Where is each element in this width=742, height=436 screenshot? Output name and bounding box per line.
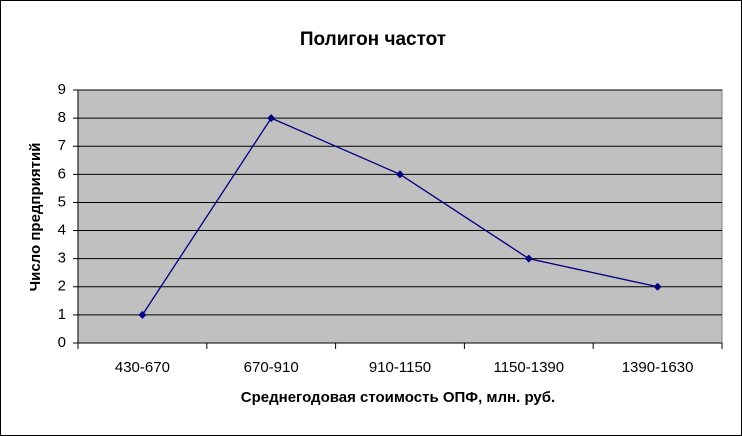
y-tick-label: 1 xyxy=(58,306,66,323)
y-tick-label: 2 xyxy=(58,278,66,295)
x-tick-label: 670-910 xyxy=(244,359,299,376)
y-tick-label: 6 xyxy=(58,165,66,182)
x-tick-label: 430-670 xyxy=(115,359,170,376)
y-tick-label: 7 xyxy=(58,137,66,154)
chart-title: Полигон частот xyxy=(300,29,446,50)
y-tick-label: 4 xyxy=(58,222,66,239)
x-axis-title: Среднегодовая стоимость ОПФ, млн. руб. xyxy=(241,389,555,406)
x-tick-label: 1150-1390 xyxy=(493,359,564,376)
plot-area xyxy=(77,89,723,344)
data-marker xyxy=(138,310,147,319)
y-tick-label: 0 xyxy=(58,334,66,351)
x-tick-label: 1390-1630 xyxy=(622,359,694,376)
y-tick-label: 3 xyxy=(58,250,66,267)
y-tick-label: 9 xyxy=(58,81,66,98)
data-marker xyxy=(524,254,533,263)
y-axis-title: Число предприятий xyxy=(27,143,44,292)
y-tick-label: 5 xyxy=(58,193,66,210)
x-tick-label: 910-1150 xyxy=(369,359,431,376)
data-marker xyxy=(267,114,276,123)
data-marker xyxy=(396,170,404,179)
data-marker xyxy=(653,282,662,291)
y-tick-label: 8 xyxy=(58,109,66,126)
